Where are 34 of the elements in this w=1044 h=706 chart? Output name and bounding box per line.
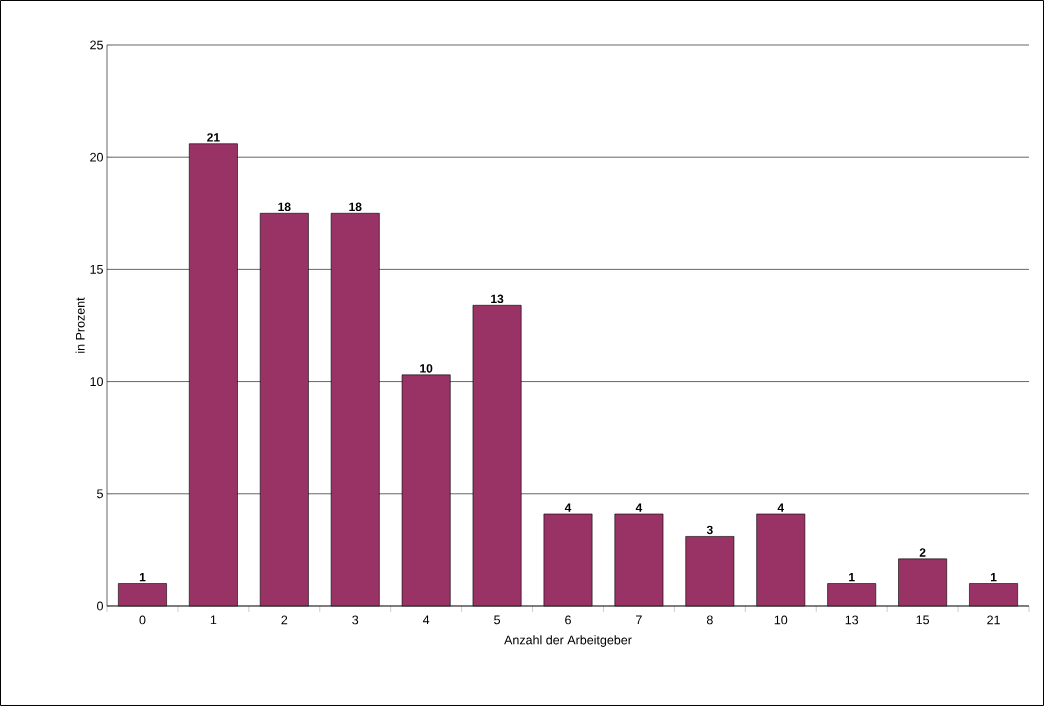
x-tick-label: 6 xyxy=(565,615,571,625)
data-label: 1 xyxy=(990,573,997,582)
y-tick-label: 0 xyxy=(97,601,103,611)
y-axis-title: in Prozent xyxy=(75,297,85,353)
x-tick-label: 5 xyxy=(494,615,501,625)
data-label: 18 xyxy=(278,202,291,212)
y-tick-label: 10 xyxy=(90,377,103,387)
data-label: 4 xyxy=(777,503,785,512)
x-tick-label: 4 xyxy=(422,615,430,625)
x-tick-label: 13 xyxy=(845,615,859,625)
x-tick-label: 7 xyxy=(636,615,642,625)
x-tick-label: 0 xyxy=(139,615,146,625)
x-tick-label: 3 xyxy=(352,615,359,625)
x-tick-label: 1 xyxy=(210,615,217,625)
data-label: 21 xyxy=(207,133,220,142)
y-tick-label: 20 xyxy=(90,152,103,162)
data-label: 13 xyxy=(491,294,504,304)
x-tick-label: 10 xyxy=(774,615,788,625)
data-label: 2 xyxy=(919,548,926,557)
x-axis-title: Anzahl der Arbeitgeber xyxy=(504,635,632,647)
x-tick-label: 21 xyxy=(987,615,1000,625)
data-label: 1 xyxy=(849,573,855,582)
x-tick-label: 2 xyxy=(281,615,288,625)
y-tick-label: 5 xyxy=(97,489,103,499)
data-label: 18 xyxy=(349,202,362,212)
data-label: 10 xyxy=(420,364,433,373)
x-tick-label: 8 xyxy=(706,615,713,625)
y-tick-label: 25 xyxy=(90,40,103,50)
x-tick-label: 15 xyxy=(916,615,930,625)
data-label: 4 xyxy=(635,503,643,512)
data-label: 1 xyxy=(139,573,146,582)
y-tick-label: 15 xyxy=(90,265,103,274)
data-label: 3 xyxy=(706,525,713,535)
data-label: 4 xyxy=(564,503,572,512)
